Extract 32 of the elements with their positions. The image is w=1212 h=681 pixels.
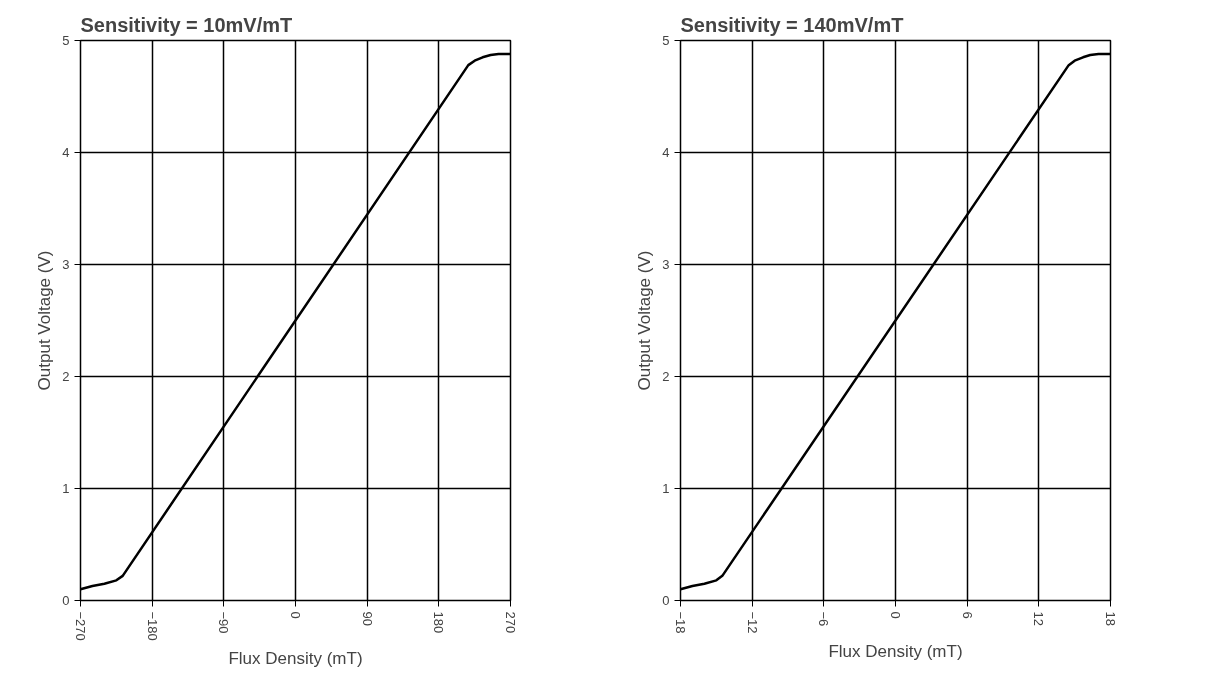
x-tick-label: −180 — [144, 611, 160, 641]
y-tick-label: 1 — [62, 481, 70, 496]
x-tick-label: 12 — [1031, 611, 1047, 626]
x-tick-label: 0 — [288, 611, 303, 619]
x-tick-label: −90 — [216, 611, 232, 634]
y-tick-label: 3 — [62, 257, 70, 272]
y-tick-label: 2 — [662, 369, 670, 384]
x-tick-label: 18 — [1103, 611, 1118, 626]
x-tick-label: 270 — [503, 611, 518, 634]
y-tick-label: 0 — [662, 593, 670, 608]
x-tick-label: 6 — [959, 611, 975, 619]
x-axis-title: Flux Density (mT) — [828, 641, 963, 661]
y-tick-label: 5 — [62, 33, 70, 48]
y-tick-label: 5 — [662, 33, 670, 48]
x-tick-label: 180 — [431, 611, 447, 634]
x-tick-label: −12 — [744, 611, 760, 634]
x-tick-label: 0 — [888, 611, 903, 619]
x-tick-label: −6 — [816, 611, 832, 627]
y-axis-title: Output Voltage (V) — [35, 250, 55, 391]
chart-title: Sensitivity = 140mV/mT — [680, 13, 904, 36]
y-tick-label: 3 — [662, 257, 670, 272]
y-tick-label: 4 — [62, 145, 70, 160]
x-axis-title: Flux Density (mT) — [228, 648, 363, 668]
y-tick-label: 0 — [62, 593, 70, 608]
y-axis-title: Output Voltage (V) — [635, 250, 655, 391]
y-tick-label: 4 — [662, 145, 670, 160]
chart-title: Sensitivity = 10mV/mT — [80, 13, 293, 36]
y-tick-label: 1 — [662, 481, 670, 496]
x-tick-label: −18 — [673, 611, 688, 634]
y-tick-label: 2 — [62, 369, 70, 384]
x-tick-label: −270 — [73, 611, 88, 641]
x-tick-label: 90 — [359, 611, 375, 626]
